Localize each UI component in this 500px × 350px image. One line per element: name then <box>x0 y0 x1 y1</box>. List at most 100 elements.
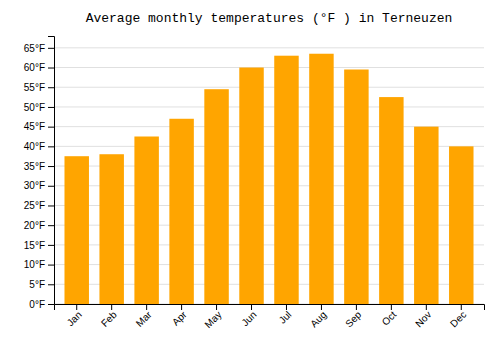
grid-line <box>54 47 484 48</box>
tick-label: May <box>202 309 223 330</box>
chart: 0°F 5°F 10°F 15°F 20°F 25°F 30°F 35°F 40°F 45°F 50… <box>0 0 500 350</box>
x-axis: Jan Feb Mar Apr May Jun Jul Aug Sep Oct Nov Dec <box>55 304 485 330</box>
tick-mark <box>426 304 427 310</box>
tick-label: Sep <box>343 309 364 330</box>
y-tick: 25°F <box>24 200 54 211</box>
x-tick: Oct <box>380 304 399 328</box>
x-tick: May <box>202 304 223 330</box>
tick-label: 50°F <box>24 102 45 113</box>
y-tick: 60°F <box>24 62 54 73</box>
y-tick: 45°F <box>24 121 54 132</box>
tick-label: Oct <box>380 309 399 328</box>
title: Average monthly temperatures (°F ) in Te… <box>86 11 453 26</box>
plot: 0°F 5°F 10°F 15°F 20°F 25°F 30°F 35°F 40°F 45°F 50… <box>24 37 485 331</box>
y-axis: 0°F 5°F 10°F 15°F 20°F 25°F 30°F 35°F 40°F 45°F 50… <box>24 37 55 310</box>
grid-line <box>54 67 484 68</box>
bar <box>99 154 123 304</box>
y-tick: 30°F <box>24 180 54 191</box>
bar <box>64 156 88 304</box>
tick-mark <box>286 304 287 310</box>
y-tick: 5°F <box>29 279 54 290</box>
tick-mark <box>356 304 357 310</box>
y-tick: 35°F <box>24 161 54 172</box>
bar <box>344 70 368 305</box>
y-tick: 15°F <box>24 240 54 251</box>
tick-mark <box>181 304 182 310</box>
bars <box>64 54 473 304</box>
tick-mark <box>48 265 54 266</box>
tick-mark <box>76 304 77 310</box>
tick-label: 20°F <box>24 220 45 231</box>
tick-mark <box>461 304 462 310</box>
tick-mark <box>48 166 54 167</box>
bar <box>239 68 263 304</box>
tick-mark <box>48 186 54 187</box>
tick-label: 35°F <box>24 161 45 172</box>
x-tick: Apr <box>170 304 189 328</box>
tick-mark <box>216 304 217 310</box>
bar <box>414 127 438 304</box>
tick-mark <box>48 107 54 108</box>
tick-label: Apr <box>170 308 189 327</box>
y-tick: 0°F <box>29 299 54 310</box>
x-tick: Feb <box>99 304 119 329</box>
tick-mark <box>48 68 54 69</box>
tick-mark <box>48 284 54 285</box>
y-tick: 20°F <box>24 220 54 231</box>
bar <box>169 119 193 304</box>
x-tick: Nov <box>413 304 433 329</box>
tick-label: Jul <box>277 309 294 326</box>
bar <box>204 89 228 304</box>
tick-label: 40°F <box>24 141 45 152</box>
tick-mark <box>48 245 54 246</box>
y-tick: 65°F <box>24 43 54 54</box>
tick-mark <box>48 225 54 226</box>
tick-label: 60°F <box>24 62 45 73</box>
bar <box>449 146 473 304</box>
tick-label: Dec <box>448 309 468 329</box>
grid-line <box>54 87 484 88</box>
tick-mark <box>48 146 54 147</box>
x-tick: Jul <box>277 304 294 326</box>
x-tick: Jun <box>239 304 258 328</box>
y-tick: 50°F <box>24 102 54 113</box>
grid <box>54 48 484 304</box>
x-tick: Sep <box>343 304 364 329</box>
tick-mark <box>391 304 392 310</box>
tick-label: Jun <box>239 309 258 328</box>
tick-label: 65°F <box>24 43 45 54</box>
tick-mark <box>48 87 54 88</box>
bar <box>134 137 158 305</box>
x-tick: Dec <box>448 304 468 329</box>
tick-mark <box>251 304 252 310</box>
tick-mark <box>146 304 147 310</box>
tick-label: 55°F <box>24 82 45 93</box>
bar <box>274 56 298 304</box>
bar <box>379 97 403 304</box>
tick-label: Mar <box>134 308 154 328</box>
axis-line <box>48 37 55 305</box>
tick-label: 25°F <box>24 200 45 211</box>
tick-mark <box>48 48 54 49</box>
y-tick: 40°F <box>24 141 54 152</box>
tick-label: 10°F <box>24 259 45 270</box>
tick-label: Feb <box>99 309 119 329</box>
tick-mark <box>48 205 54 206</box>
tick-label: 0°F <box>29 299 45 310</box>
bar <box>309 54 333 304</box>
y-tick: 10°F <box>24 259 54 270</box>
tick-label: Aug <box>308 309 328 329</box>
x-tick: Mar <box>134 304 154 329</box>
axis-line <box>55 305 485 311</box>
grid-line <box>54 106 484 107</box>
x-tick: Aug <box>308 304 328 329</box>
tick-label: 45°F <box>24 121 45 132</box>
tick-mark <box>48 127 54 128</box>
tick-label: 15°F <box>24 240 45 251</box>
tick-label: Jan <box>65 309 84 328</box>
tick-mark <box>321 304 322 310</box>
tick-label: 5°F <box>29 279 45 290</box>
tick-mark <box>111 304 112 310</box>
x-tick: Jan <box>65 304 84 328</box>
y-tick: 55°F <box>24 82 54 93</box>
